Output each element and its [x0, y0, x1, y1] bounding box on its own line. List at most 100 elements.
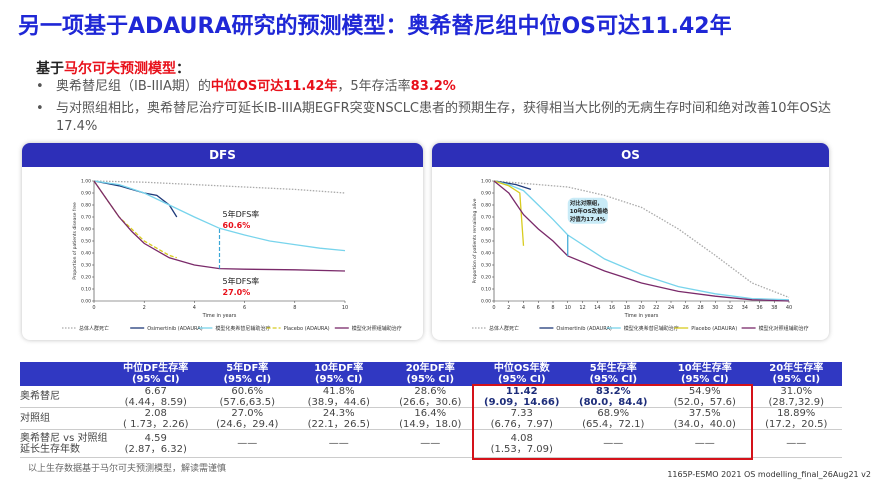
- header-ci: (95% CI): [406, 374, 455, 385]
- table-cell: 83.2% (80.0，84.4): [567, 386, 659, 408]
- cell-value: ——: [786, 438, 807, 449]
- row-label: 对照组: [20, 408, 110, 430]
- table-cell: 4.08 (1.53，7.09): [476, 430, 568, 458]
- x-tick-label: 18: [624, 305, 630, 311]
- line-chart: OS 0.00 0.10 0.20 0.30 0.40 0.50 0.60 0.70 0.80 0.…: [432, 143, 829, 332]
- cell-value: 11.42: [505, 385, 538, 397]
- y-tick-label: 0.80: [81, 203, 91, 209]
- cell-ci: (52.0，57.6): [673, 396, 736, 408]
- annotation: 5年DFS率: [223, 276, 260, 286]
- cell-ci: (4.44，8.59): [124, 396, 187, 408]
- table-cell: 60.6% (57.6,63.5): [201, 385, 293, 408]
- legend-label: 模型化奥希替尼辅助治疗: [215, 325, 270, 332]
- cell-value: 37.5%: [688, 407, 721, 419]
- series-line: [493, 180, 790, 301]
- chart-panel: OS 0.00 0.10 0.20 0.30 0.40 0.50 0.60 0.70 0.80 0.…: [432, 143, 829, 340]
- y-tick-label: 0.40: [81, 251, 91, 257]
- y-tick-label: 0.30: [81, 263, 91, 269]
- table-cell: ——: [659, 430, 751, 458]
- y-tick-label: 0.90: [481, 191, 491, 197]
- table-cell: 27.0% (24.6，29.4): [201, 408, 293, 430]
- intro-text: ：: [176, 61, 190, 77]
- legend-label: Osimertinib (ADAURA): [147, 326, 203, 332]
- legend-label: Placebo (ADAURA): [691, 326, 737, 332]
- x-tick-label: 2: [143, 305, 146, 311]
- x-tick-label: 40: [786, 305, 792, 311]
- bullet-highlight: 中位OS可达11.42年: [210, 79, 338, 94]
- table-cell: 4.59 (2.87，6.32): [110, 430, 202, 458]
- y-tick-label: 0.40: [481, 251, 491, 257]
- cell-value: ——: [237, 438, 258, 449]
- legend-label: 总体人群死亡: [79, 325, 109, 332]
- x-tick-label: 10: [342, 305, 348, 311]
- row-label-text: 对照组: [20, 413, 50, 424]
- header-ci: (95% CI): [772, 374, 821, 385]
- header-cell: 5年DF率 (95% CI): [201, 362, 293, 386]
- series-line: [493, 180, 790, 302]
- header-cell: 中位DF生存率 (95% CI): [110, 362, 202, 386]
- header-cell: 5年生存率 (95% CI): [567, 362, 659, 386]
- intro-highlight: 马尔可夫预测模型: [64, 61, 176, 77]
- x-axis-title: Time in years: [202, 313, 237, 319]
- y-tick-label: 0.10: [81, 287, 91, 293]
- slide-title: 另一项基于ADAURA研究的预测模型：奥希替尼组中位OS可达11.42年: [18, 14, 732, 39]
- table-cell: 16.4% (14.9，18.0): [384, 408, 476, 430]
- x-tick-label: 4: [193, 305, 196, 311]
- y-tick-label: 0.30: [481, 263, 491, 269]
- table-cell: 54.9% (52.0，57.6): [659, 386, 751, 408]
- table-cell: 37.5% (34.0，40.0): [659, 408, 751, 430]
- x-tick-label: 0: [492, 305, 495, 311]
- x-tick-label: 28: [697, 305, 703, 311]
- x-tick-label: 38: [771, 305, 777, 311]
- table-cell: ——: [567, 430, 659, 458]
- annotation: 5年DFS率: [223, 209, 260, 219]
- cell-ci: (9.09，14.66): [484, 396, 560, 408]
- header-title: 5年DF率: [226, 363, 269, 374]
- cell-value: 4.59: [144, 432, 167, 444]
- legend-label: Osimertinib (ADAURA): [556, 326, 612, 332]
- annotation: 60.6%: [223, 221, 251, 230]
- y-tick-label: 1.00: [81, 179, 91, 185]
- table-cell: 41.8% (38.9，44.6): [293, 386, 385, 408]
- annotation: 10年OS改善绝: [570, 207, 609, 215]
- x-tick-label: 12: [579, 305, 585, 311]
- y-tick-label: 0.90: [81, 191, 91, 197]
- x-tick-label: 16: [609, 305, 615, 311]
- header-ci: (95% CI): [131, 374, 180, 385]
- header-title: 5年生存率: [589, 363, 637, 374]
- x-tick-label: 10: [565, 305, 571, 311]
- y-tick-label: 0.50: [481, 239, 491, 245]
- y-axis-title: Proportion of patients disease free: [72, 202, 78, 280]
- cell-value: 54.9%: [688, 385, 721, 397]
- bullet: • 与对照组相比，奥希替尼治疗可延长IB-IIIA期EGFR突变NSCLC患者的预…: [36, 100, 836, 136]
- chart-header: [22, 143, 423, 167]
- header-cell: 20年生存率 (95% CI): [750, 362, 842, 386]
- y-tick-label: 0.70: [481, 215, 491, 221]
- x-tick-label: 8: [551, 305, 554, 311]
- cell-value: 60.6%: [231, 385, 264, 397]
- header-title: 20年生存率: [769, 363, 824, 374]
- cell-value: 18.89%: [777, 407, 816, 419]
- chart-title: OS: [621, 148, 640, 162]
- x-tick-label: 6: [243, 305, 246, 311]
- cell-ci: (14.9，18.0): [399, 418, 462, 430]
- series-line: [493, 180, 525, 246]
- footnote: 以上生存数据基于马尔可夫预测模型，解读需谨慎: [28, 464, 227, 474]
- x-tick-label: 0: [92, 305, 95, 311]
- annotation: 对值为17.4%: [570, 215, 606, 223]
- header-cell: 中位OS年数 (95% CI): [476, 362, 568, 386]
- series-line: [93, 180, 177, 259]
- legend-label: 模型化奥希替尼辅助治疗: [624, 325, 679, 332]
- legend-label: 模型化对照组辅助治疗: [759, 325, 809, 332]
- cell-value: 24.3%: [322, 407, 355, 419]
- cell-value: 2.08: [144, 407, 167, 419]
- header-cell: 10年生存率 (95% CI): [659, 362, 751, 386]
- cell-ci: (2.87，6.32): [124, 443, 187, 455]
- header-ci: (95% CI): [680, 374, 729, 385]
- x-tick-label: 4: [522, 305, 525, 311]
- y-tick-label: 0.10: [481, 287, 491, 293]
- table-cell: 11.42 (9.09，14.66): [476, 386, 568, 408]
- header-cell: 20年DF率 (95% CI): [384, 362, 476, 386]
- y-tick-label: 1.00: [481, 179, 491, 185]
- cell-value: ——: [328, 438, 349, 449]
